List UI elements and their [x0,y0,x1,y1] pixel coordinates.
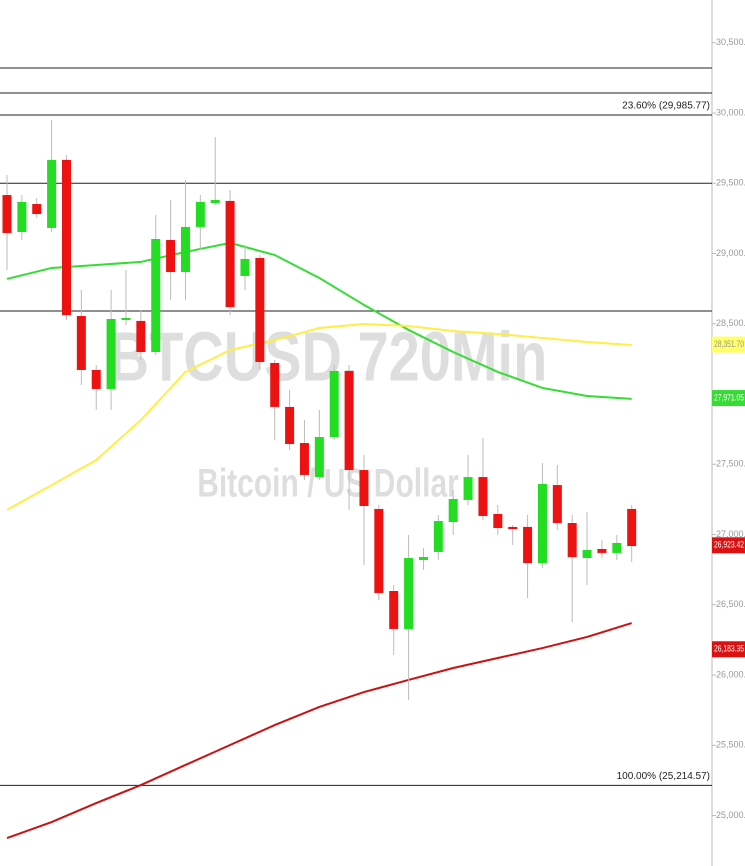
price-label-bg [712,390,745,407]
candle-body [136,320,146,352]
candle-body [582,549,592,558]
fib-label: 23.60% (29,985.77) [622,101,710,112]
y-tick-label: 29,500.00 [716,178,745,188]
price-label-bg [712,641,745,658]
price-label: 26,183.35 [714,644,744,654]
y-tick-label: 30,500.00 [716,37,745,47]
candle-body [47,159,57,228]
candle-body [418,557,428,560]
candle-body [17,201,27,232]
y-tick-label: 25,000.00 [716,810,745,820]
candle-body [374,508,384,593]
candle-body [32,204,42,215]
y-tick-label: 27,500.00 [716,459,745,469]
price-label-bg [712,336,745,353]
candle-body [508,526,518,530]
candle-body [270,362,280,407]
candle-body [433,521,443,552]
watermark-subtitle: Bitcoin / US Dollar [197,461,459,505]
candle-body [612,542,622,553]
candle-body [627,508,637,547]
y-tick-label: 30,000.00 [716,107,745,117]
candle-body [180,226,190,273]
candle-body [463,477,473,500]
candle-body [493,514,503,529]
price-label: 27,971.05 [714,393,744,403]
candle-body [389,591,399,629]
candle-body [552,485,562,524]
candle-body [121,317,131,320]
price-label: 28,351.70 [714,339,744,349]
fib-label: 100.00% (25,214.57) [617,771,710,782]
candle-body [195,201,205,227]
candle-body [91,369,101,389]
candle-body [344,370,354,471]
candle-body [255,257,265,362]
y-tick-label: 26,500.00 [716,599,745,609]
candle-body [61,159,71,316]
price-label-bg [712,537,745,554]
candle-body [537,483,547,564]
moving-average [6,622,632,839]
candle-body [285,406,295,445]
candle-body [478,477,488,516]
y-tick-label: 27,000.00 [716,529,745,539]
candle-body [404,557,414,629]
candle-body [299,443,309,475]
candle-body [523,526,533,564]
candle-body [448,498,458,523]
y-tick-label: 29,000.00 [716,248,745,258]
candle-body [106,318,116,389]
candle-body [329,370,339,438]
candle-body [359,470,369,506]
candle-body [151,239,161,352]
price-label: 26,923.42 [714,540,744,550]
candle-body [225,200,235,308]
candle-body [240,258,250,276]
candle-body [314,437,324,478]
y-tick-label: 26,000.00 [716,669,745,679]
y-tick-label: 28,500.00 [716,318,745,328]
moving-average [6,241,632,400]
candle-body [597,548,607,553]
candle-body [2,195,12,233]
candle-body [76,316,86,370]
moving-average [6,323,632,511]
y-tick-label: 25,500.00 [716,740,745,750]
candle-body [210,199,220,204]
candle-body [567,523,577,558]
candle-body [166,240,176,273]
